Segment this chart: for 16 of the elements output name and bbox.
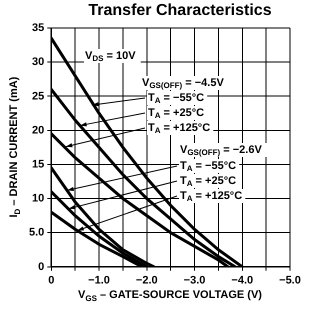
y-tick-label: 25 [32, 90, 44, 102]
chart-title: Transfer Characteristics [87, 2, 273, 20]
y-tick-label: 35 [32, 22, 44, 34]
x-tick-label: −2.0 [136, 274, 158, 286]
x-tick-label: −5.0 [279, 274, 301, 286]
y-tick-label: 0 [38, 260, 44, 273]
y-tick-label: 5.0 [28, 226, 44, 239]
y-tick-label: 15 [32, 158, 44, 170]
x-tick-label: −3.0 [184, 274, 206, 286]
y-tick-label: 10 [32, 192, 44, 205]
x-tick-label: 0 [48, 274, 54, 286]
x-tick-label: −4.0 [231, 274, 254, 286]
y-tick-label: 20 [32, 124, 44, 136]
x-tick-label: −1.0 [88, 274, 110, 286]
y-tick-label: 30 [32, 56, 44, 68]
x-axis-title: V$_{GS}$ – GATE-SOURCE VOLTAGE (V) [77, 289, 263, 304]
